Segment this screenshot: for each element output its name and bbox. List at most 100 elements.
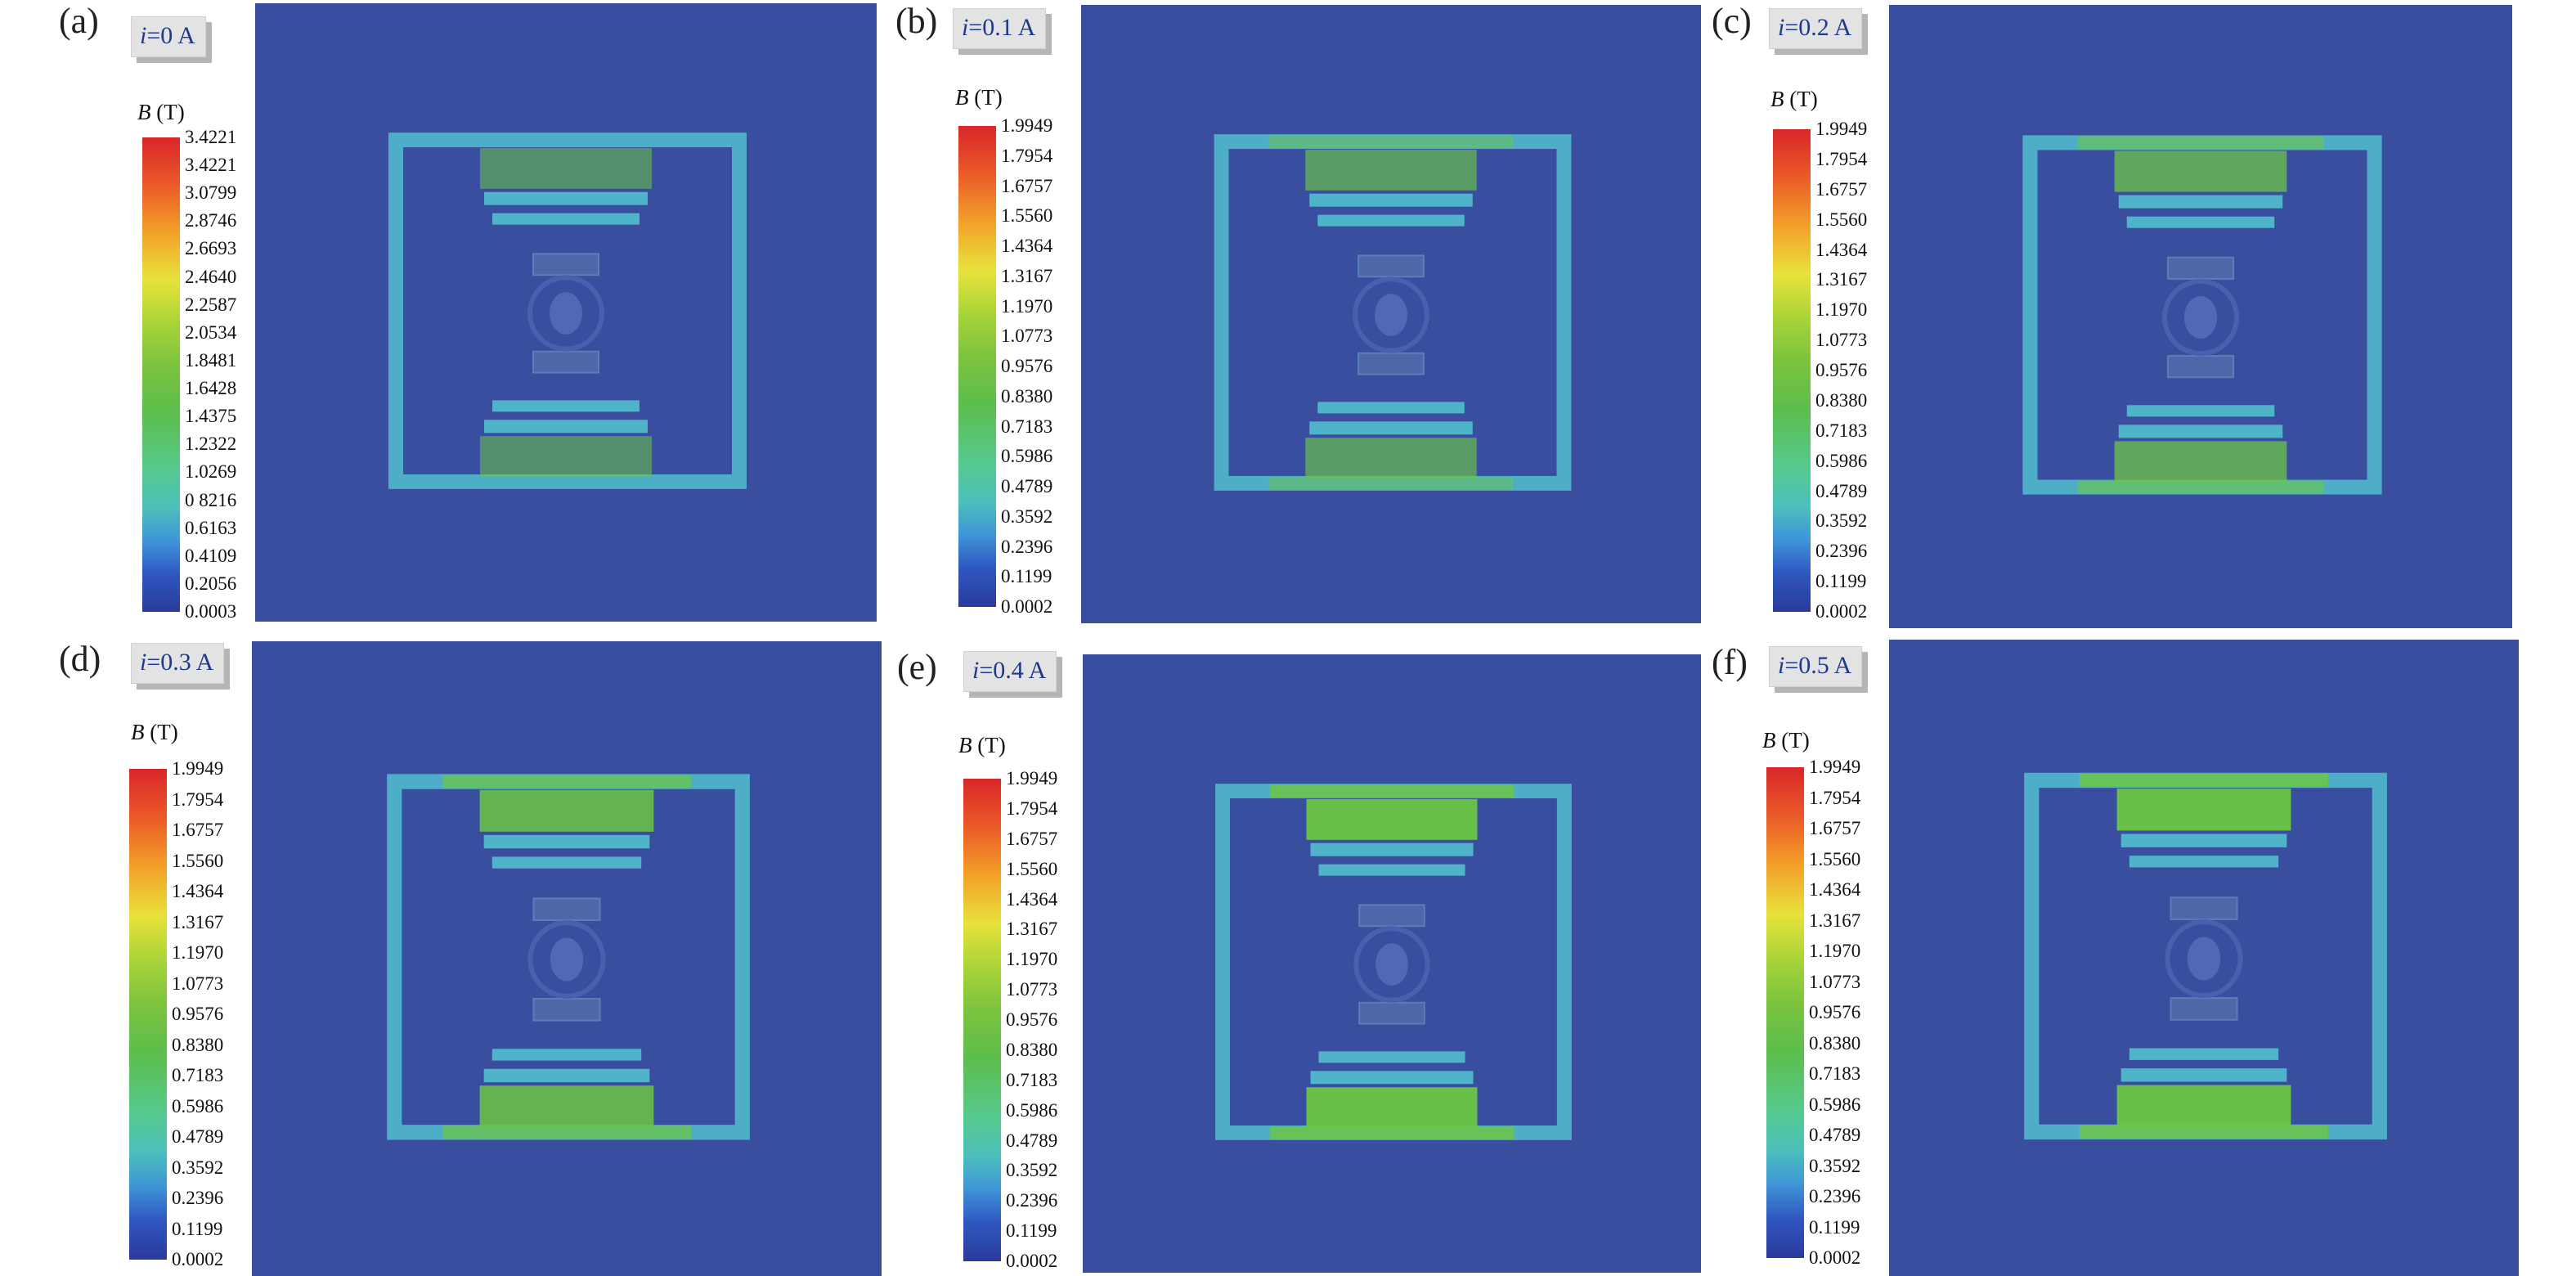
colorbar [142, 137, 180, 612]
upper-coil [2166, 256, 2235, 280]
top-pole-plate [2118, 195, 2283, 209]
colorbar-tick-label: 0.5986 [1001, 446, 1053, 467]
colorbar-tick-label: 1.7954 [1001, 145, 1053, 166]
panel-letter: (c) [1712, 1, 1752, 41]
center-core [2183, 295, 2218, 339]
current-label: i=0 A [131, 16, 206, 57]
field-symbol: B [137, 100, 151, 124]
colorbar-tick-label: 3.4221 [185, 155, 237, 176]
colorbar-tick-label: 1.6757 [1815, 178, 1868, 200]
lower-coil [2170, 997, 2238, 1021]
colorbar-tick-label: 1.3167 [1809, 910, 1861, 931]
colorbar-tick-label: 1.5560 [1815, 209, 1868, 230]
colorbar-tick-label: 0.2396 [1006, 1190, 1058, 1211]
colorbar-tick-label: 1.9949 [1006, 768, 1058, 789]
field-symbol: B [1762, 728, 1776, 753]
current-symbol: i [1778, 14, 1785, 41]
colorbar-tick-label: 1.4364 [172, 881, 224, 901]
colorbar-tick-label: 0.9576 [1809, 1002, 1861, 1022]
colorbar [1766, 767, 1804, 1258]
bottom-pole-plate [484, 420, 648, 434]
colorbar-tick-label: 0.8380 [1001, 385, 1053, 407]
core-frame [1214, 134, 1572, 491]
bottom-pole [1305, 438, 1477, 478]
top-pole [2116, 789, 2291, 831]
panel-letter: (d) [59, 639, 101, 679]
colorbar-tick-label: 3.0799 [185, 182, 237, 204]
colorbar-tick-label: 0.7183 [1809, 1063, 1861, 1084]
colorbar-title: B (T) [955, 85, 1003, 110]
colorbar-tick-label: 1.3167 [1815, 269, 1868, 290]
lower-coil [2166, 355, 2235, 379]
field-simulation [1081, 5, 1701, 623]
colorbar-tick-label: 1.7954 [172, 789, 224, 810]
center-ring [1353, 926, 1430, 1003]
top-pole-bar [1317, 214, 1465, 227]
colorbar-tick-label: 0.8380 [1815, 389, 1868, 411]
colorbar-tick-label: 1.5560 [1001, 205, 1053, 227]
lower-coil [532, 997, 601, 1022]
colorbar-tick-label: 0.2396 [1001, 536, 1053, 557]
colorbar-title: B (T) [958, 733, 1006, 758]
magnetic-field-plot [387, 774, 750, 1140]
colorbar-tick-label: 0.0002 [1809, 1247, 1861, 1268]
colorbar [129, 769, 167, 1260]
top-pole [1305, 150, 1477, 191]
colorbar-tick-label: 0.4789 [1815, 480, 1868, 501]
bottom-pole-bar [2126, 405, 2275, 417]
bottom-pole-bar [491, 1049, 642, 1061]
center-core [550, 937, 584, 982]
colorbar-tick-label: 0.0002 [1006, 1251, 1058, 1271]
bottom-pole-plate [2118, 425, 2283, 438]
colorbar-tick-label: 1.0773 [172, 973, 224, 994]
colorbar-tick-label: 0.2396 [172, 1188, 224, 1208]
colorbar-tick-label: 0.1199 [1809, 1216, 1860, 1238]
colorbar-title: B (T) [131, 720, 178, 745]
colorbar-tick-label: 1.7954 [1006, 798, 1058, 819]
colorbar-tick-label: 2.4640 [185, 266, 237, 287]
colorbar-tick-label: 1.6428 [185, 378, 237, 399]
current-symbol: i [140, 22, 147, 49]
upper-coil [1358, 254, 1425, 278]
colorbar-tick-label: 1.7954 [1815, 148, 1868, 169]
colorbar-tick-label: 0.8380 [1809, 1032, 1861, 1054]
colorbar-tick-label: 0.0002 [172, 1249, 224, 1269]
colorbar-tick-label: 0.7183 [1815, 420, 1868, 441]
upper-coil [1358, 904, 1425, 928]
top-saturation [2080, 773, 2328, 788]
colorbar-tick-label: 1.4364 [1815, 239, 1868, 260]
colorbar-tick-label: 0.6163 [185, 517, 237, 538]
colorbar-tick-label: 0.2396 [1815, 541, 1868, 562]
colorbar-tick-label: 1.6757 [1006, 828, 1058, 849]
colorbar-tick-label: 2.8746 [185, 210, 237, 231]
colorbar-tick-label: 1.3167 [1001, 265, 1053, 286]
field-simulation [255, 3, 877, 622]
colorbar-tick-label: 0.5986 [1815, 450, 1868, 471]
bottom-saturation [1268, 476, 1514, 490]
colorbar-tick-label: 0.9576 [1006, 1009, 1058, 1030]
upper-coil [532, 253, 599, 276]
field-simulation [1083, 654, 1701, 1273]
colorbar-tick-label: 1.1970 [172, 942, 224, 963]
current-value: =0 A [146, 22, 195, 49]
colorbar-tick-label: 0.4789 [1006, 1130, 1058, 1151]
colorbar-tick-label: 0.8380 [172, 1034, 224, 1055]
magnetic-field-plot [388, 133, 747, 489]
colorbar-tick-label: 0.3592 [1006, 1160, 1058, 1181]
colorbar-tick-label: 1.5560 [1006, 858, 1058, 879]
bottom-pole [2114, 441, 2287, 483]
colorbar-tick-label: 0.3592 [1815, 510, 1868, 532]
bottom-pole-plate [1309, 421, 1473, 435]
colorbar-tick-label: 1.6757 [1809, 818, 1861, 838]
panel-letter: (f) [1712, 642, 1748, 682]
colorbar-tick-label: 0.2396 [1809, 1186, 1861, 1206]
top-pole [479, 789, 654, 832]
top-pole-bar [2126, 216, 2275, 228]
colorbar-tick-label: 0.4789 [1001, 476, 1053, 496]
field-simulation [252, 641, 882, 1276]
colorbar-tick-label: 1.9949 [172, 758, 224, 779]
colorbar-tick-label: 0.3592 [1001, 505, 1053, 527]
field-unit: (T) [1775, 728, 1810, 753]
bottom-pole-plate [1310, 1071, 1474, 1085]
field-symbol: B [958, 733, 972, 757]
